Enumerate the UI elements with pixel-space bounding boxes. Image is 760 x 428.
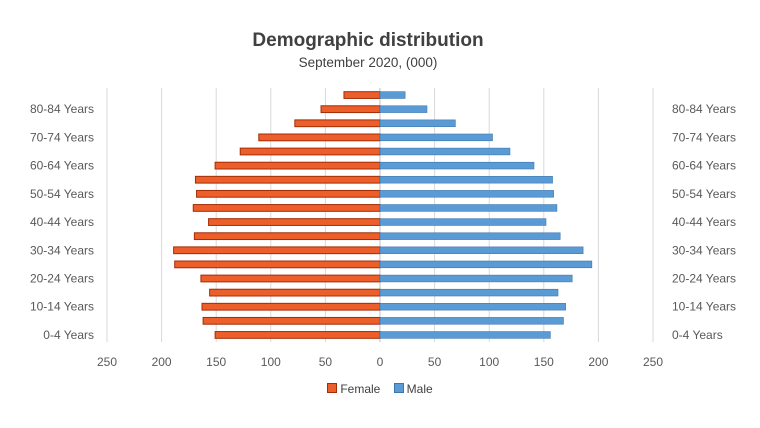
x-tick-label: 250 [643,355,663,369]
bar-male [379,317,564,325]
bar-female [214,331,381,339]
bar-female [294,119,381,128]
bar-male [379,105,428,113]
x-tick-label: 100 [261,355,281,369]
bar-female [258,133,381,142]
bars [173,91,593,339]
bar-male [379,246,584,254]
bar-female [343,91,381,99]
bar-male [379,232,561,240]
x-tick-label: 200 [588,355,608,369]
bar-female [320,105,381,114]
legend: Female Male [0,382,760,396]
bar-male [379,260,593,269]
bar-female [202,316,381,325]
bar-male [379,161,535,170]
y-tick-label-left: 10-14 Years [30,300,94,314]
y-tick-label-left: 50-54 Years [30,187,94,201]
bar-male [379,176,553,184]
bar-male [379,274,573,283]
y-tick-label-left: 80-84 Years [30,102,94,116]
y-tick-label-right: 40-44 Years [672,215,736,229]
bar-male [379,288,559,297]
bar-female [196,189,381,198]
y-tick-label-right: 70-74 Years [672,130,736,144]
bar-male [379,119,456,127]
y-tick-label-left: 60-64 Years [30,159,94,173]
y-tick-label-left: 0-4 Years [43,328,94,342]
chart-subtitle: September 2020, (000) [298,55,438,70]
chart-title: Demographic distribution [252,30,484,51]
bar-male [379,133,493,142]
bar-male [379,91,406,99]
bar-male [379,190,554,198]
y-tick-label-left: 30-34 Years [30,243,94,257]
x-tick-label: 50 [319,355,333,369]
x-tick-label: 100 [479,355,499,369]
bar-female [193,232,381,241]
y-tick-label-right: 10-14 Years [672,300,736,314]
bar-male [379,204,558,212]
x-tick-label: 0 [377,355,384,369]
y-tick-label-left: 40-44 Years [30,215,94,229]
legend-swatch-female [327,383,338,393]
x-tick-label: 150 [534,355,554,369]
bar-female [201,302,381,311]
y-tick-label-right: 30-34 Years [672,243,736,257]
legend-item-female: Female [327,382,380,396]
y-tick-label-right: 80-84 Years [672,102,736,116]
bar-female [208,218,381,226]
bar-female [173,246,381,255]
legend-item-male: Male [393,382,433,396]
y-tick-label-left: 20-24 Years [30,272,94,286]
bar-female [200,274,381,283]
x-tick-label: 150 [206,355,226,369]
bar-female [194,175,381,184]
bar-female [209,288,381,297]
bar-female [174,260,381,269]
x-tick-label: 200 [152,355,172,369]
y-tick-label-right: 0-4 Years [672,328,723,342]
bar-female [214,161,381,170]
y-tick-label-right: 50-54 Years [672,187,736,201]
y-tick-label-right: 60-64 Years [672,159,736,173]
legend-label-male: Male [406,382,433,396]
y-tick-label-left: 70-74 Years [30,130,94,144]
bar-male [379,147,511,156]
y-tick-label-right: 20-24 Years [672,272,736,286]
legend-label-female: Female [340,382,381,396]
bar-male [379,331,551,339]
legend-swatch-male [393,383,404,393]
bar-male [379,303,566,311]
bar-female [239,147,381,156]
bar-female [192,204,381,212]
gridlines [106,88,654,342]
bar-male [379,218,547,226]
x-tick-label: 250 [97,355,117,369]
x-tick-label: 50 [428,355,442,369]
